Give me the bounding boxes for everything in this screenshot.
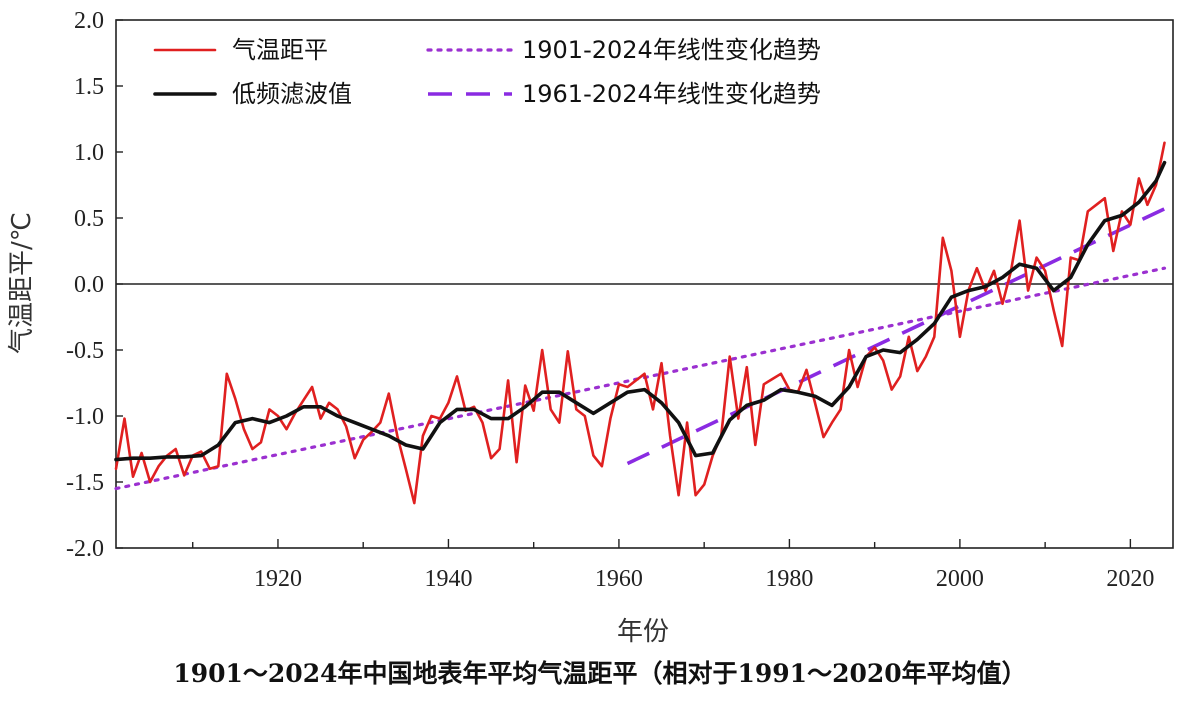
trend-1961-2024-line [114, 160, 1167, 462]
legend-item-low-pass: 低频滤波值 [153, 80, 352, 108]
y-axis-title: 气温距平/℃ [7, 212, 37, 354]
legend-item-anomaly: 气温距平 [153, 36, 328, 64]
x-tick-label: 1960 [595, 566, 643, 592]
legend-label: 气温距平 [232, 36, 328, 64]
y-tick-label: 1.5 [74, 74, 104, 100]
legend-label: 1901-2024年线性变化趋势 [522, 36, 821, 64]
anomaly-line [114, 266, 1167, 491]
y-tick-label: 0.5 [74, 206, 104, 232]
x-tick-label: 1940 [424, 566, 472, 592]
y-tick-label: 2.0 [74, 8, 104, 34]
trend-1901-2024-line [114, 141, 1166, 505]
tick-layer: -2.0 -1.5 -1.0 -0.5 0.0 0.5 1.0 1.5 2.0 1920 1940 1… [66, 8, 1154, 592]
chart-caption: 1901～2024年中国地表年平均气温距平（相对于1991～2020年平均值） [173, 659, 1026, 688]
series-layer [114, 141, 1167, 505]
legend-item-trend-1961: 1961-2024年线性变化趋势 [428, 80, 821, 108]
legend-label: 1961-2024年线性变化趋势 [522, 80, 821, 108]
x-tick-label: 2000 [936, 566, 984, 592]
y-tick-label: -2.0 [66, 536, 104, 562]
y-tick-label: -1.5 [66, 470, 104, 496]
x-tick-label: 2020 [1106, 566, 1154, 592]
legend-item-trend-1901: 1901-2024年线性变化趋势 [426, 36, 821, 64]
y-tick-label: 1.0 [74, 140, 104, 166]
x-tick-label: 1980 [765, 566, 813, 592]
y-tick-label: -1.0 [66, 404, 104, 430]
y-tick-label: 0.0 [74, 272, 104, 298]
y-tick-label: -0.5 [66, 338, 104, 364]
low-pass-filter-line [626, 207, 1166, 466]
x-axis-title: 年份 [617, 617, 669, 647]
x-tick-label: 1920 [254, 566, 302, 592]
legend-label: 低频滤波值 [232, 80, 352, 108]
